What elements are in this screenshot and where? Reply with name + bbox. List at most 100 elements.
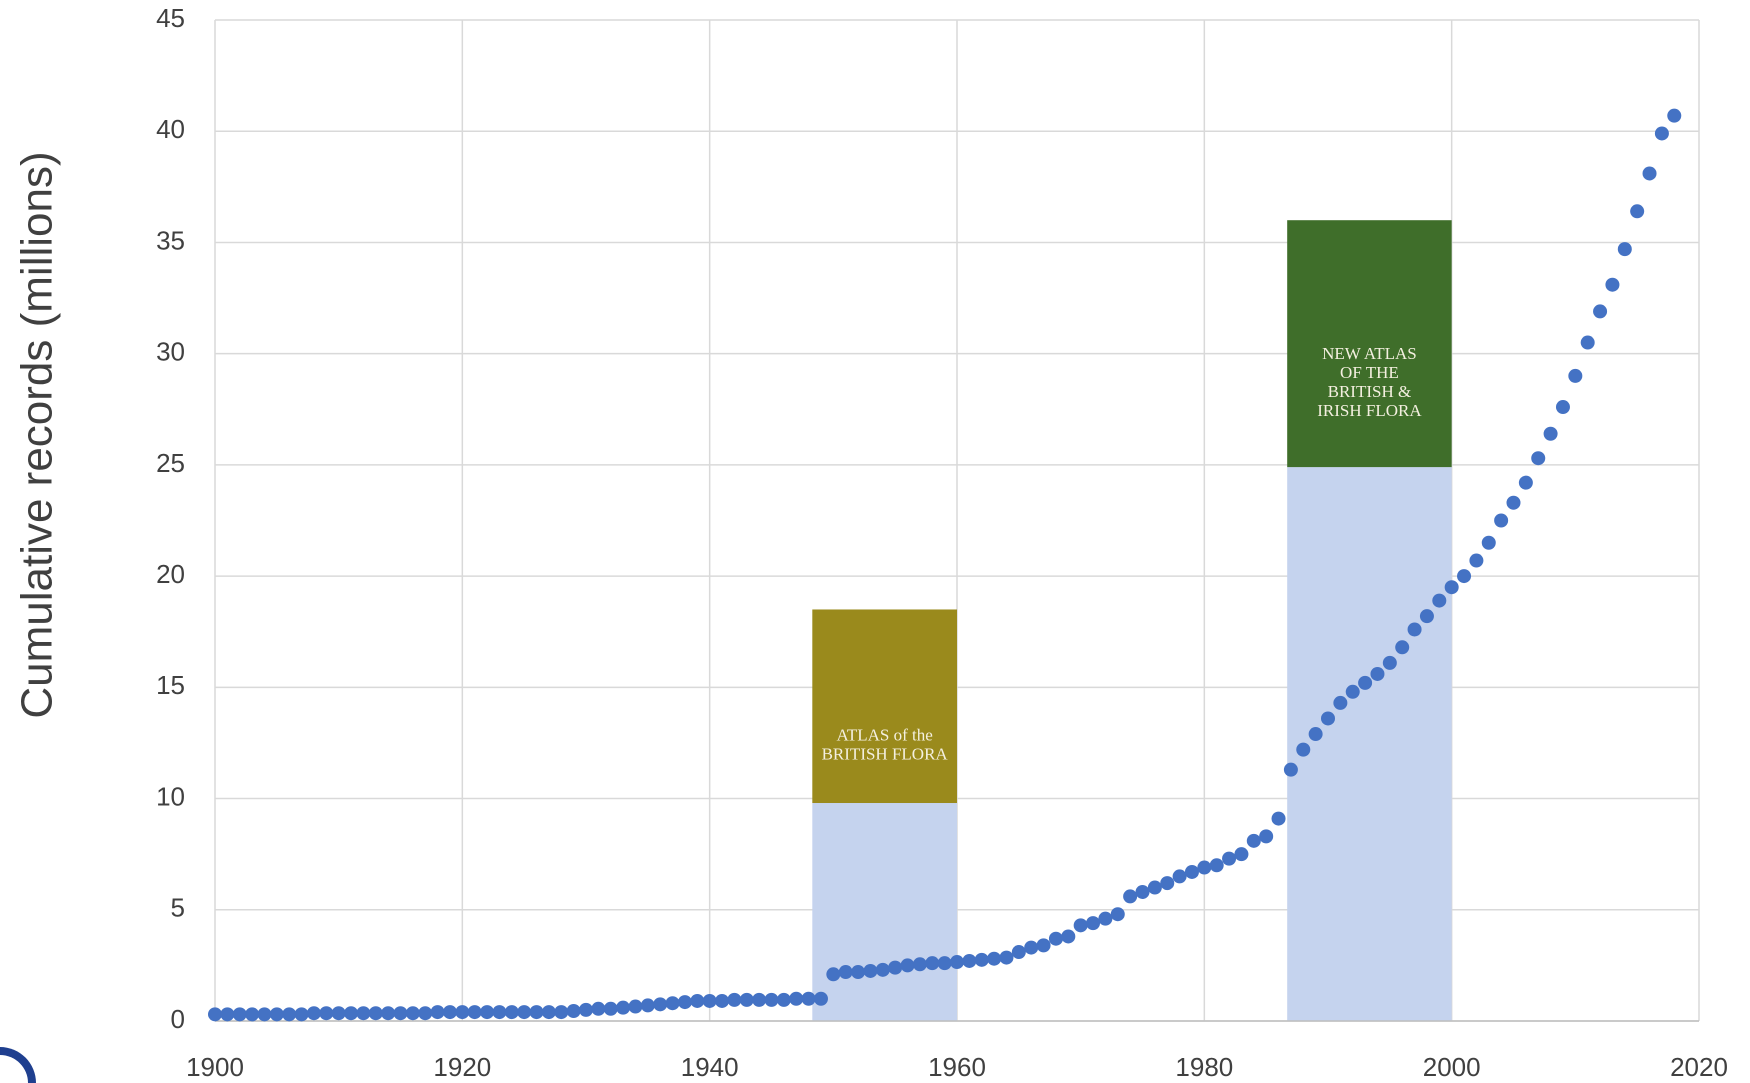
- data-point: [442, 1005, 457, 1020]
- data-point: [813, 991, 828, 1006]
- data-point: [1259, 829, 1274, 844]
- data-point: [1543, 426, 1558, 441]
- highlight-span: [1287, 467, 1452, 1021]
- y-tick-label: 10: [156, 781, 185, 811]
- x-tick-label: 1980: [1175, 1052, 1233, 1082]
- y-tick-label: 5: [171, 893, 185, 923]
- cover-text: IRISH FLORA: [1317, 401, 1422, 420]
- data-point: [1283, 762, 1298, 777]
- data-point: [875, 962, 890, 977]
- data-point: [579, 1002, 593, 1017]
- data-point: [1555, 400, 1570, 415]
- data-point: [1011, 945, 1026, 960]
- data-point: [1209, 858, 1224, 873]
- data-point: [257, 1007, 272, 1022]
- data-point: [1395, 640, 1410, 655]
- data-point: [430, 1005, 445, 1020]
- x-tick-label: 2020: [1670, 1052, 1728, 1082]
- data-point: [1061, 929, 1076, 944]
- data-point: [1481, 535, 1496, 550]
- data-point: [1098, 911, 1113, 926]
- data-point: [826, 967, 841, 982]
- data-point: [368, 1006, 383, 1021]
- data-point: [517, 1005, 532, 1020]
- data-point: [381, 1006, 396, 1021]
- data-point: [1630, 204, 1645, 219]
- data-point: [1222, 851, 1237, 866]
- cover-text: ATLAS of the: [836, 726, 932, 745]
- data-point: [356, 1006, 371, 1021]
- data-point: [739, 992, 754, 1007]
- data-point: [1419, 609, 1434, 624]
- data-point: [727, 992, 742, 1007]
- data-point: [665, 996, 680, 1011]
- data-point: [1147, 880, 1162, 895]
- cover-text: NEW ATLAS: [1322, 344, 1417, 363]
- data-point: [504, 1005, 519, 1020]
- data-point: [1086, 916, 1101, 931]
- data-point: [1345, 684, 1360, 699]
- data-point: [1617, 242, 1632, 257]
- data-point: [851, 965, 866, 980]
- data-point: [690, 993, 705, 1008]
- data-point: [455, 1005, 470, 1020]
- data-point: [294, 1007, 309, 1022]
- data-point: [653, 997, 668, 1012]
- data-point: [480, 1005, 495, 1020]
- data-point: [1432, 593, 1447, 608]
- x-tick-label: 1960: [928, 1052, 986, 1082]
- data-point: [393, 1006, 408, 1021]
- data-point: [344, 1006, 359, 1021]
- cover-text: BRITISH &: [1328, 382, 1412, 401]
- data-point: [863, 963, 878, 978]
- data-point: [591, 1001, 606, 1016]
- data-point: [331, 1006, 346, 1021]
- data-point: [1073, 918, 1088, 933]
- data-point: [1654, 126, 1669, 141]
- data-point: [1605, 277, 1620, 292]
- data-point: [1518, 475, 1533, 490]
- y-tick-label: 0: [171, 1004, 185, 1034]
- data-point: [220, 1007, 235, 1022]
- data-point: [1308, 727, 1323, 742]
- data-point: [554, 1005, 569, 1020]
- data-point: [418, 1006, 433, 1021]
- data-point: [900, 958, 915, 973]
- data-point: [677, 995, 692, 1010]
- data-point: [616, 1000, 631, 1015]
- data-point: [1531, 451, 1546, 466]
- data-point: [801, 991, 816, 1006]
- y-tick-label: 35: [156, 225, 185, 255]
- data-point: [702, 993, 717, 1008]
- data-point: [715, 993, 730, 1008]
- data-point: [1246, 833, 1261, 848]
- data-point: [1184, 864, 1199, 879]
- data-point: [306, 1006, 321, 1021]
- y-axis-title: Cumulative records (millions): [13, 151, 62, 718]
- data-point: [467, 1005, 482, 1020]
- data-point: [962, 953, 977, 968]
- data-point: [1048, 931, 1063, 946]
- data-point: [1036, 938, 1051, 953]
- data-point: [529, 1005, 544, 1020]
- data-point: [974, 952, 989, 967]
- y-tick-label: 45: [156, 3, 185, 33]
- data-point: [1568, 368, 1583, 383]
- data-point: [1271, 811, 1286, 826]
- data-point: [1234, 847, 1249, 862]
- data-point: [1197, 860, 1212, 875]
- data-point: [269, 1007, 284, 1022]
- data-point: [1172, 869, 1187, 884]
- book-cover: [812, 609, 957, 804]
- data-point: [1444, 580, 1459, 595]
- data-point: [628, 999, 643, 1014]
- data-point: [319, 1006, 334, 1021]
- data-point: [1667, 108, 1682, 123]
- data-point: [888, 960, 903, 975]
- data-point: [245, 1007, 260, 1022]
- x-tick-label: 1940: [681, 1052, 739, 1082]
- data-point: [789, 991, 804, 1006]
- y-tick-label: 15: [156, 670, 185, 700]
- data-point: [1024, 940, 1039, 955]
